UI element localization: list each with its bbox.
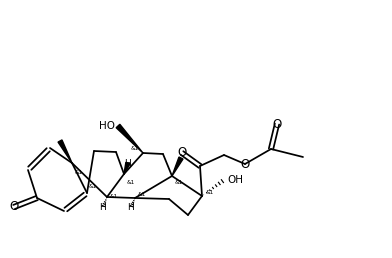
Polygon shape — [124, 162, 130, 174]
Text: H: H — [125, 158, 131, 167]
Text: &1: &1 — [75, 170, 83, 174]
Text: HO: HO — [99, 121, 115, 131]
Polygon shape — [58, 140, 72, 163]
Text: H: H — [128, 203, 134, 212]
Text: &1: &1 — [206, 189, 214, 195]
Text: &1: &1 — [131, 146, 139, 150]
Text: &1: &1 — [138, 192, 146, 198]
Text: &1: &1 — [175, 181, 183, 186]
Text: O: O — [272, 117, 281, 131]
Text: OH: OH — [227, 175, 243, 185]
Text: &1: &1 — [89, 184, 97, 189]
Text: &1: &1 — [127, 180, 135, 184]
Polygon shape — [172, 157, 183, 176]
Text: &1: &1 — [110, 194, 118, 198]
Text: O: O — [9, 200, 19, 214]
Text: O: O — [240, 157, 250, 171]
Text: H: H — [100, 203, 106, 212]
Text: O: O — [177, 147, 187, 159]
Polygon shape — [116, 124, 143, 153]
